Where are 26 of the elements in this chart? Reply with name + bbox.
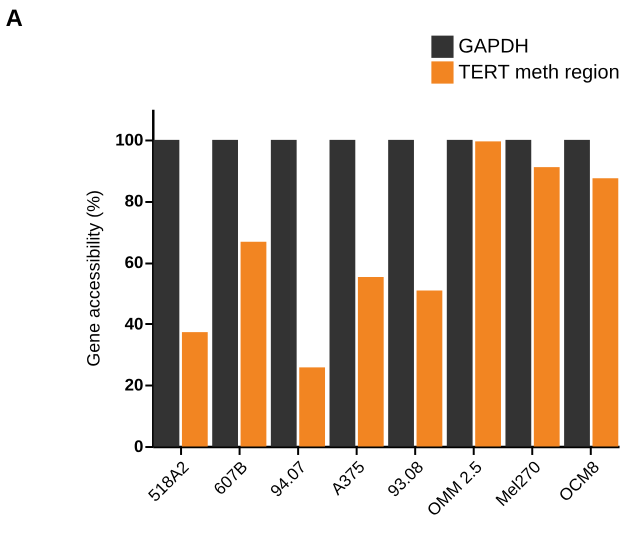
bar (592, 178, 618, 447)
bar (182, 332, 208, 447)
y-tick-label: 80 (124, 192, 144, 211)
y-tick-label: 100 (115, 130, 144, 150)
text: A (6, 4, 23, 32)
bar (505, 140, 532, 447)
bar (358, 276, 384, 447)
legend-label: TERT meth region (458, 61, 620, 84)
bar (446, 140, 473, 447)
bar (534, 167, 560, 447)
legend-label: GAPDH (458, 36, 529, 58)
y-axis-title: Gene accessibility (%) (83, 190, 104, 367)
bar (299, 367, 326, 447)
y-tick-label: 60 (124, 253, 144, 272)
bar (270, 140, 297, 447)
y-tick-label: 40 (124, 314, 144, 334)
bar (240, 242, 266, 447)
bar (154, 140, 180, 447)
bar (388, 140, 414, 447)
bar (212, 140, 238, 447)
y-tick-label: 20 (124, 376, 144, 395)
bar (564, 140, 590, 447)
bar (475, 141, 501, 447)
y-tick-label: 0 (134, 436, 144, 456)
bar (330, 140, 356, 447)
bar (416, 290, 442, 447)
